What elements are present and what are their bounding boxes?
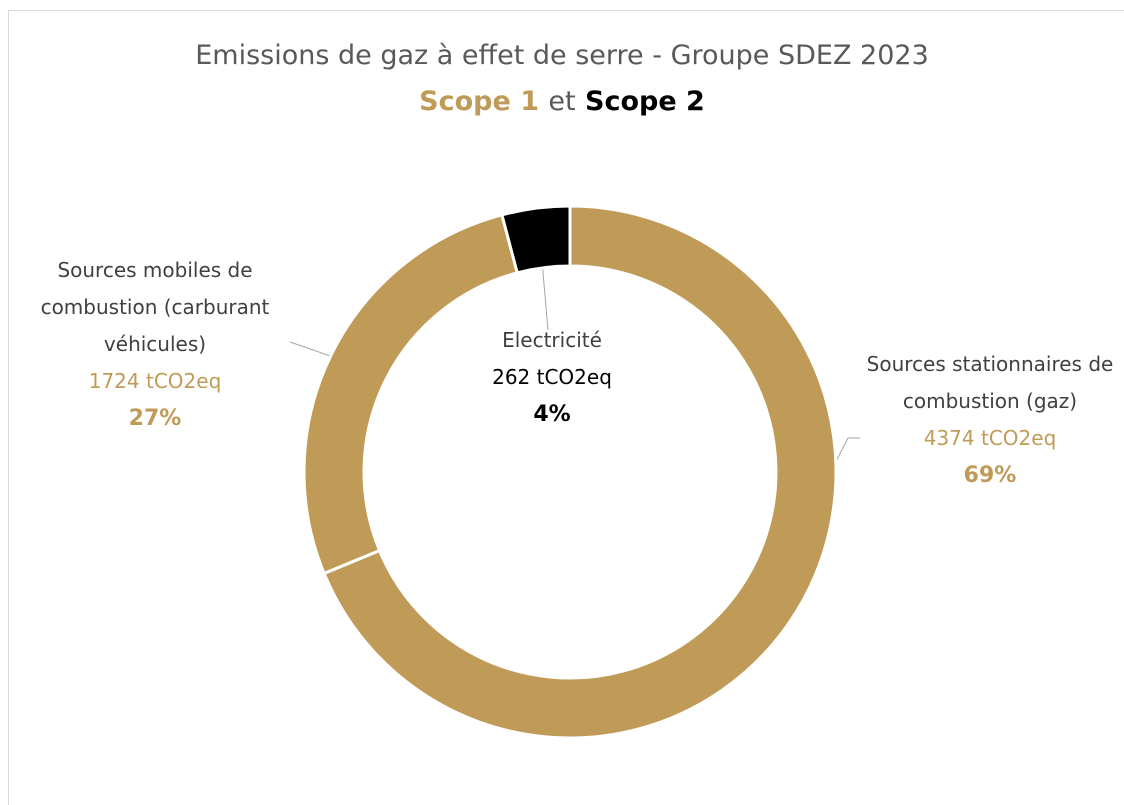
category-label: Sources mobiles de combustion (carburant… (40, 258, 270, 356)
slice-label: Sources stationnaires de combustion (gaz… (840, 346, 1124, 494)
joiner: et (548, 86, 576, 117)
scope1: Scope 1 (419, 86, 539, 117)
slice-label: Sources mobiles de combustion (carburant… (5, 252, 305, 437)
percent-label: 4% (533, 402, 571, 427)
donut-slice (500, 204, 572, 275)
donut-slice (322, 204, 838, 740)
value-label: 1724 tCO2eq (88, 369, 222, 393)
chart-subtitle: Scope 1 et Scope 2 (0, 86, 1124, 117)
value-label: 262 tCO2eq (492, 365, 612, 389)
percent-label: 27% (128, 406, 182, 431)
chart-frame (8, 10, 1124, 805)
percent-label: 69% (963, 463, 1017, 488)
slice-label: Electricité 262 tCO2eq 4% (477, 322, 627, 433)
category-label: Sources stationnaires de combustion (gaz… (866, 352, 1114, 413)
category-label: Electricité (502, 328, 602, 352)
scope2: Scope 2 (585, 86, 705, 117)
value-label: 4374 tCO2eq (923, 426, 1057, 450)
chart-title: Emissions de gaz à effet de serre - Grou… (195, 40, 929, 71)
